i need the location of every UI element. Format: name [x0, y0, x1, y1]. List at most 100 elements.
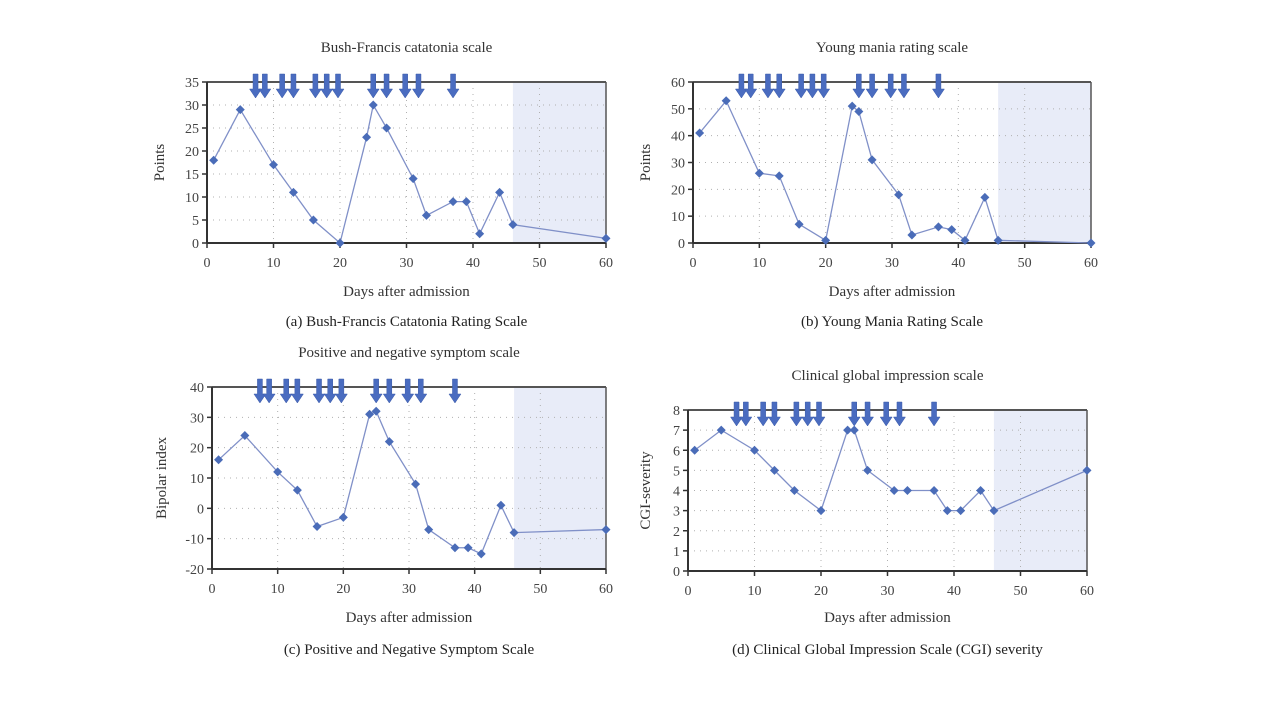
y-tick-label: 15: [185, 168, 199, 183]
treatment-arrow-icon: [734, 73, 748, 99]
data-point-marker: [273, 467, 283, 477]
x-tick-label: 10: [271, 582, 285, 597]
treatment-arrow-icon: [290, 378, 304, 404]
treatment-arrow-icon: [744, 73, 758, 99]
data-point-marker: [902, 486, 912, 495]
treatment-arrow-icon: [767, 401, 781, 427]
x-tick-label: 30: [402, 582, 416, 597]
data-point-marker: [989, 506, 999, 516]
figure-caption: (a) Bush-Francis Catatonia Rating Scale: [286, 314, 528, 330]
y-tick-label: 50: [671, 103, 685, 118]
data-point-marker: [214, 455, 224, 465]
treatment-arrow-icon: [794, 73, 808, 99]
data-point-marker: [821, 235, 831, 245]
treatment-arrow-icon: [286, 73, 300, 99]
x-tick-label: 10: [267, 256, 281, 271]
y-tick-label: 0: [192, 237, 199, 252]
x-tick-label: 40: [468, 582, 482, 597]
x-tick-label: 40: [951, 256, 965, 271]
data-point-marker: [976, 486, 986, 495]
treatment-arrow-icon: [817, 73, 831, 99]
data-point-marker: [411, 479, 421, 489]
treatment-arrow-icon: [761, 73, 775, 99]
treatment-arrow-icon: [414, 378, 428, 404]
x-tick-label: 50: [1014, 584, 1028, 599]
y-tick-label: 20: [190, 442, 204, 457]
treatment-arrow-icon: [897, 73, 911, 99]
data-point-marker: [750, 445, 759, 455]
treatment-arrow-icon: [927, 401, 941, 427]
y-tick-label: -10: [185, 533, 204, 548]
data-point-marker: [789, 486, 799, 495]
treatment-arrow-icon: [320, 73, 334, 99]
data-point-marker: [933, 222, 943, 232]
data-point-marker: [980, 192, 990, 202]
x-tick-label: 30: [881, 584, 895, 599]
treatment-arrow-icon: [852, 73, 866, 99]
follow-up-shaded-region: [512, 82, 606, 243]
data-point-marker: [942, 506, 952, 516]
y-tick-label: 20: [185, 145, 199, 160]
data-point-marker: [601, 233, 611, 243]
y-tick-label: 2: [673, 525, 680, 540]
data-point-marker: [690, 445, 700, 455]
treatment-arrow-icon: [275, 73, 289, 99]
treatment-arrow-icon: [312, 378, 326, 404]
follow-up-shaded-region: [998, 82, 1091, 243]
x-tick-label: 60: [1084, 256, 1098, 271]
chart-title: Positive and negative symptom scale: [298, 345, 520, 361]
treatment-arrow-icon: [369, 378, 383, 404]
x-tick-label: 40: [466, 256, 480, 271]
x-tick-label: 40: [947, 584, 961, 599]
chart-title: Clinical global impression scale: [791, 368, 983, 384]
chart-title: Bush-Francis catatonia scale: [321, 40, 493, 56]
panel-d-cgi: 0 10 20 30 40 50 60 0 1 2 3 4 5 6 7 8 Clinical global im…: [638, 368, 1094, 658]
x-tick-label: 0: [209, 582, 216, 597]
data-point-marker: [601, 525, 611, 535]
x-tick-label: 20: [814, 584, 828, 599]
treatment-arrow-icon: [279, 378, 293, 404]
y-tick-label: 0: [673, 565, 680, 580]
y-tick-label: 3: [673, 505, 680, 520]
treatment-arrow-icon: [812, 401, 826, 427]
data-point-marker: [960, 235, 970, 245]
x-tick-label: 50: [533, 582, 547, 597]
treatment-arrow-icon: [382, 378, 396, 404]
treatment-arrow-icon: [448, 378, 462, 404]
x-tick-label: 50: [1018, 256, 1032, 271]
x-tick-label: 20: [336, 582, 350, 597]
treatment-arrow-icon: [258, 73, 272, 99]
data-point-marker: [754, 168, 764, 178]
y-tick-label: 5: [192, 214, 199, 229]
data-point-marker: [448, 197, 458, 207]
treatment-arrow-icon: [308, 73, 322, 99]
data-point-marker: [382, 123, 392, 133]
y-axis-label: Bipolar index: [154, 436, 170, 519]
data-point-marker: [774, 171, 784, 181]
x-tick-label: 30: [885, 256, 899, 271]
data-point-marker: [362, 132, 372, 142]
panel-b-young-mania: 0 10 20 30 40 50 60 0 10 20 30 40 50 60 Young mania ra…: [638, 40, 1098, 330]
x-tick-label: 0: [685, 584, 692, 599]
x-tick-label: 30: [400, 256, 414, 271]
data-point-marker: [463, 543, 473, 553]
x-tick-label: 60: [599, 582, 613, 597]
data-point-marker: [240, 431, 250, 441]
data-point-marker: [235, 105, 245, 115]
data-point-marker: [421, 210, 431, 220]
data-point-marker: [721, 96, 731, 106]
data-point-marker: [209, 155, 219, 165]
data-point-marker: [508, 220, 518, 230]
treatment-arrow-icon: [879, 401, 893, 427]
y-tick-label: 60: [671, 76, 685, 91]
x-tick-label: 20: [819, 256, 833, 271]
data-point-marker: [475, 229, 485, 239]
x-axis-label: Days after admission: [824, 610, 951, 626]
treatment-arrow-icon: [847, 401, 861, 427]
data-point-marker: [312, 522, 322, 532]
y-tick-label: 8: [673, 404, 680, 419]
y-tick-label: 10: [185, 191, 199, 206]
y-tick-label: 25: [185, 122, 199, 137]
x-tick-label: 60: [599, 256, 613, 271]
treatment-arrow-icon: [884, 73, 898, 99]
